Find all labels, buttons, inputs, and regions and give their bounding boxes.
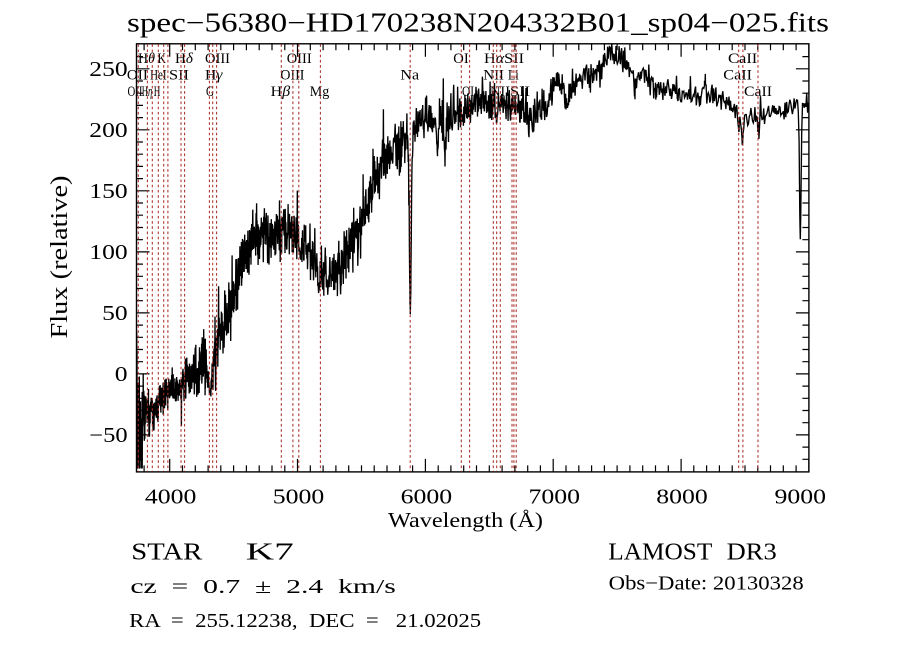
svg-text:50: 50: [102, 301, 128, 325]
svg-text:0: 0: [115, 362, 128, 386]
svg-text:OII: OII: [127, 68, 148, 84]
svg-text:Hδ: Hδ: [175, 51, 194, 67]
svg-text:HαSII: HαSII: [484, 51, 524, 67]
svg-text:200: 200: [89, 118, 127, 142]
svg-text:K7: K7: [246, 539, 294, 566]
svg-text:CaII: CaII: [728, 51, 757, 67]
svg-text:Hθ: Hθ: [138, 51, 156, 67]
svg-text:DR3: DR3: [727, 539, 777, 566]
svg-text:5000: 5000: [273, 485, 325, 509]
svg-text:9000: 9000: [775, 485, 827, 509]
svg-text:4000: 4000: [145, 485, 197, 509]
svg-text:spec−56380−HD170238N204332B01_: spec−56380−HD170238N204332B01_sp04−025.f…: [127, 8, 829, 38]
svg-text:−50: −50: [89, 423, 127, 447]
svg-text:250: 250: [89, 57, 127, 81]
svg-text:Flux (relative): Flux (relative): [47, 176, 73, 339]
svg-text:6000: 6000: [401, 485, 453, 509]
svg-text:7000: 7000: [529, 485, 581, 509]
svg-text:Mg: Mg: [310, 84, 330, 100]
svg-text:OIII: OIII: [205, 51, 230, 67]
svg-text:SII: SII: [169, 68, 189, 84]
svg-text:CaII: CaII: [723, 68, 752, 84]
svg-text:cz = 0.7 ± 2.4 km/s: cz = 0.7 ± 2.4 km/s: [130, 576, 396, 598]
svg-text:150: 150: [89, 179, 127, 203]
svg-text:Obs−Date: 20130328: Obs−Date: 20130328: [609, 573, 804, 595]
svg-text:OI: OI: [453, 51, 468, 67]
svg-text:Hβ: Hβ: [271, 84, 291, 100]
svg-text:Hγ: Hγ: [205, 68, 224, 84]
svg-text:RA = 255.12238, DEC = 21: RA = 255.12238, DEC = 21.02025: [129, 610, 481, 632]
svg-text:STAR: STAR: [131, 539, 203, 566]
svg-text:Wavelength (Å): Wavelength (Å): [388, 508, 543, 532]
svg-text:H: H: [154, 84, 161, 100]
svg-text:G: G: [206, 84, 214, 100]
svg-text:LAMOST: LAMOST: [608, 539, 712, 566]
svg-text:OII: OII: [128, 84, 143, 100]
svg-text:K: K: [158, 51, 167, 67]
svg-text:100: 100: [89, 240, 127, 264]
svg-text:OIII: OIII: [287, 51, 312, 67]
svg-text:Li: Li: [508, 68, 519, 84]
svg-text:8000: 8000: [656, 485, 708, 509]
